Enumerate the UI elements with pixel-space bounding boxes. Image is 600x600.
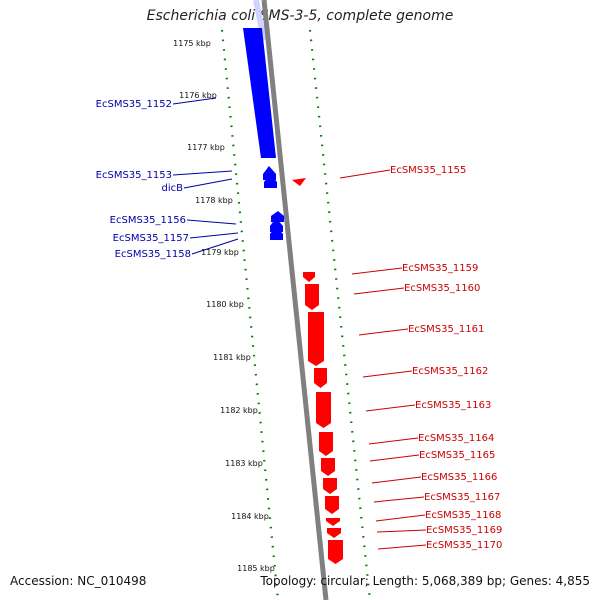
kbp-tick-label: 1180 kbp (206, 300, 244, 309)
forward-leader-line (172, 170, 233, 176)
reverse-leader-line (377, 544, 427, 550)
reverse-leader-line (351, 267, 403, 275)
backbone-line (261, 0, 329, 600)
reverse-leader-line (371, 476, 422, 484)
summary-text: Topology: circular; Length: 5,068,389 bp… (260, 574, 590, 588)
kbp-tick-label: 1176 kbp (179, 91, 217, 100)
reverse-gene-shape (308, 312, 324, 366)
forward-gene-label: EcSMS35_1153 (96, 170, 172, 181)
reverse-leader-line (365, 404, 416, 412)
forward-gene-label: EcSMS35_1157 (113, 233, 189, 244)
forward-gene-label: EcSMS35_1158 (115, 249, 191, 260)
reverse-gene-shape (325, 496, 339, 514)
reverse-gene-label: EcSMS35_1163 (415, 400, 491, 411)
forward-gene-shape (270, 218, 283, 232)
forward-gene-label: EcSMS35_1156 (110, 215, 186, 226)
forward-leader-line (189, 232, 239, 239)
reverse-gene-label: EcSMS35_1159 (402, 263, 478, 274)
reverse-gene-label: EcSMS35_1169 (426, 525, 502, 536)
forward-gene-label: dicB (162, 183, 184, 194)
reverse-leader-line (362, 370, 413, 378)
reverse-gene-shape (321, 458, 335, 476)
kbp-tick-label: 1175 kbp (173, 39, 211, 48)
kbp-tick-label: 1178 kbp (195, 196, 233, 205)
reverse-gene-label: EcSMS35_1155 (390, 165, 466, 176)
kbp-tick-label: 1183 kbp (225, 459, 263, 468)
reverse-gene-label: EcSMS35_1166 (421, 472, 497, 483)
reverse-gene-shape (303, 272, 315, 282)
reverse-leader-line (368, 437, 419, 445)
accession-text: Accession: NC_010498 (10, 574, 147, 588)
reverse-gene-label: EcSMS35_1165 (419, 450, 495, 461)
forward-leader-line (183, 178, 233, 189)
kbp-tick-label: 1179 kbp (201, 248, 239, 257)
map-title: Escherichia coli SMS-3-5, complete genom… (146, 8, 454, 24)
reverse-gene-label: EcSMS35_1167 (424, 492, 500, 503)
forward-gene-label: EcSMS35_1152 (96, 99, 172, 110)
forward-leader-line (172, 97, 217, 105)
forward-leader-line (191, 238, 239, 255)
gene-shape-1152 (243, 28, 276, 158)
forward-gene-shape (263, 166, 276, 180)
gene-shape-1156 (271, 211, 284, 222)
reverse-gene-shape (305, 284, 319, 310)
reverse-gene-label: EcSMS35_1162 (412, 366, 488, 377)
reverse-leader-line (369, 454, 420, 462)
reverse-gene-shape (316, 392, 331, 428)
kbp-tick-label: 1182 kbp (220, 406, 258, 415)
backbone-top (253, 0, 267, 41)
reverse-leader-line (358, 328, 409, 336)
reverse-leader-line (339, 169, 391, 179)
reverse-gene-label: EcSMS35_1164 (418, 433, 494, 444)
reverse-gene-shape (326, 518, 340, 526)
reverse-gene-shape (323, 478, 337, 494)
reverse-gene-label: EcSMS35_1160 (404, 283, 480, 294)
kbp-tick-label: 1177 kbp (187, 143, 225, 152)
reverse-gene-label: EcSMS35_1161 (408, 324, 484, 335)
reverse-gene-shape (319, 432, 333, 456)
forward-gene-shape (270, 226, 283, 240)
forward-leader-line (186, 219, 237, 225)
kbp-tick-label: 1185 kbp (237, 564, 275, 573)
reverse-leader-line (353, 287, 405, 295)
kbp-tick-label: 1184 kbp (231, 512, 269, 521)
reverse-gene-label: EcSMS35_1170 (426, 540, 502, 551)
reverse-gene-label: EcSMS35_1168 (425, 510, 501, 521)
reverse-gene-shape (328, 540, 343, 564)
reverse-gene-shape (327, 528, 341, 538)
reverse-gene-shape (314, 368, 327, 388)
reverse-leader-line (376, 529, 427, 533)
reverse-leader-line (373, 496, 425, 503)
kbp-tick-label: 1181 kbp (213, 353, 251, 362)
reverse-leader-line (375, 514, 426, 522)
forward-gene-shape (264, 174, 277, 188)
gene-shape-1155 (292, 178, 306, 186)
